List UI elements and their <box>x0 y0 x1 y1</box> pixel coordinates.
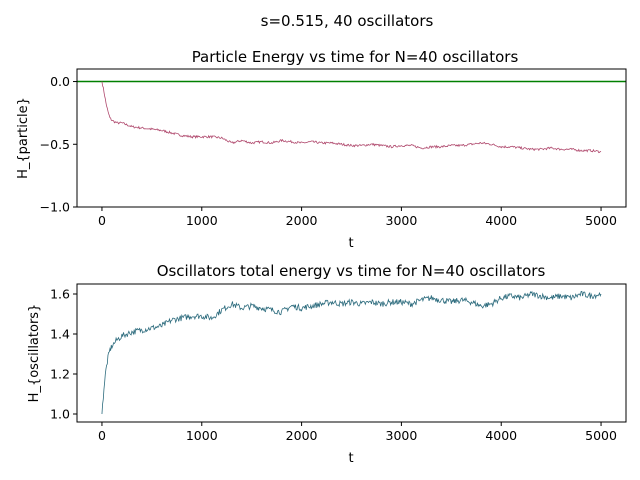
bottom-y-tick-label: 1.4 <box>50 327 70 342</box>
bottom-x-tick-label: 5000 <box>585 428 617 443</box>
top-y-tick-label: 0.0 <box>50 74 70 89</box>
bottom-x-ticks: 0 1000 2000 3000 4000 5000 <box>98 422 617 443</box>
top-x-tick-label: 0 <box>98 213 106 228</box>
bottom-plot-area <box>101 290 602 415</box>
top-subplot: Particle Energy vs time for N=40 oscilla… <box>16 48 627 251</box>
top-x-axis-label: t <box>348 236 353 251</box>
top-y-tick-label: −0.5 <box>40 137 70 152</box>
figure-suptitle: s=0.515, 40 oscillators <box>261 12 434 30</box>
top-x-ticks: 0 1000 2000 3000 4000 5000 <box>98 207 617 228</box>
top-x-tick-label: 3000 <box>386 213 418 228</box>
bottom-x-tick-label: 0 <box>98 428 106 443</box>
bottom-x-axis-label: t <box>348 451 353 466</box>
bottom-y-ticks: 1.0 1.2 1.4 1.6 <box>50 287 77 422</box>
bottom-subplot: Oscillators total energy vs time for N=4… <box>27 262 627 466</box>
bottom-x-tick-label: 4000 <box>485 428 517 443</box>
top-x-tick-label: 2000 <box>286 213 318 228</box>
bottom-y-tick-label: 1.0 <box>50 407 70 422</box>
top-plot-area <box>77 80 626 154</box>
top-axes-frame <box>76 68 627 208</box>
top-chart-title: Particle Energy vs time for N=40 oscilla… <box>192 48 519 66</box>
bottom-chart-title: Oscillators total energy vs time for N=4… <box>157 262 546 280</box>
bottom-x-tick-label: 3000 <box>386 428 418 443</box>
bottom-x-tick-label: 1000 <box>186 428 218 443</box>
top-x-tick-label: 4000 <box>485 213 517 228</box>
top-y-axis-label: H_{particle} <box>16 97 31 179</box>
top-series-line-0 <box>101 81 602 154</box>
bottom-y-tick-label: 1.6 <box>50 287 70 302</box>
top-y-tick-label: −1.0 <box>40 200 70 215</box>
bottom-series-line-0 <box>101 290 602 415</box>
top-x-tick-label: 1000 <box>186 213 218 228</box>
bottom-y-tick-label: 1.2 <box>50 367 70 382</box>
bottom-y-axis-label: H_{oscillators} <box>27 304 42 403</box>
top-y-ticks: −1.0 −0.5 0.0 <box>40 74 77 215</box>
top-x-tick-label: 5000 <box>585 213 617 228</box>
bottom-axes-frame <box>76 283 627 423</box>
bottom-x-tick-label: 2000 <box>286 428 318 443</box>
